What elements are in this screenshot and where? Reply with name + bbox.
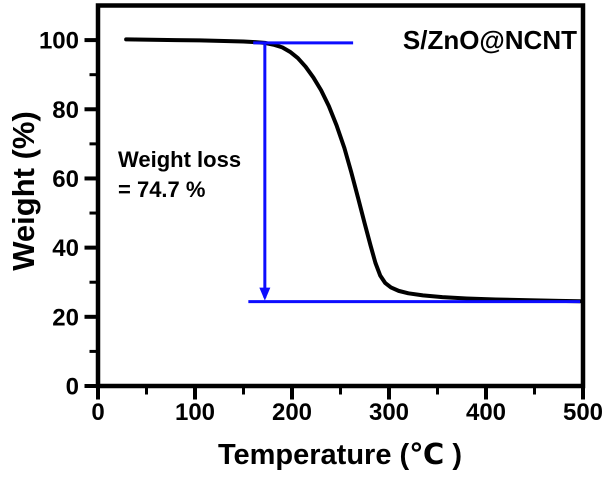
x-tick-label: 300	[369, 399, 409, 426]
y-tick-label: 40	[52, 235, 79, 262]
y-tick-label: 80	[52, 97, 79, 124]
x-tick-label: 100	[175, 399, 215, 426]
plot-border	[95, 3, 586, 389]
x-tick-label: 200	[272, 399, 312, 426]
y-tick-label: 0	[66, 374, 79, 401]
weight-loss-annotation: Weight loss = 74.7 %	[118, 145, 241, 205]
y-axis-title: Weight (%)	[6, 111, 41, 271]
y-tick-label: 20	[52, 304, 79, 331]
weight-loss-arrowhead	[259, 287, 271, 301]
weight-loss-annotation-line2: = 74.7 %	[118, 177, 206, 202]
y-tick-label: 60	[52, 166, 79, 193]
x-tick-label: 0	[91, 399, 104, 426]
x-tick-label: 500	[563, 399, 603, 426]
sample-label: S/ZnO@NCNT	[402, 25, 577, 55]
x-tick-label: 400	[466, 399, 506, 426]
weight-loss-annotation-line1: Weight loss	[118, 147, 242, 172]
x-axis-title: Temperature (℃ )	[217, 439, 463, 471]
y-tick-label: 100	[39, 28, 79, 55]
tga-curve	[124, 37, 583, 304]
